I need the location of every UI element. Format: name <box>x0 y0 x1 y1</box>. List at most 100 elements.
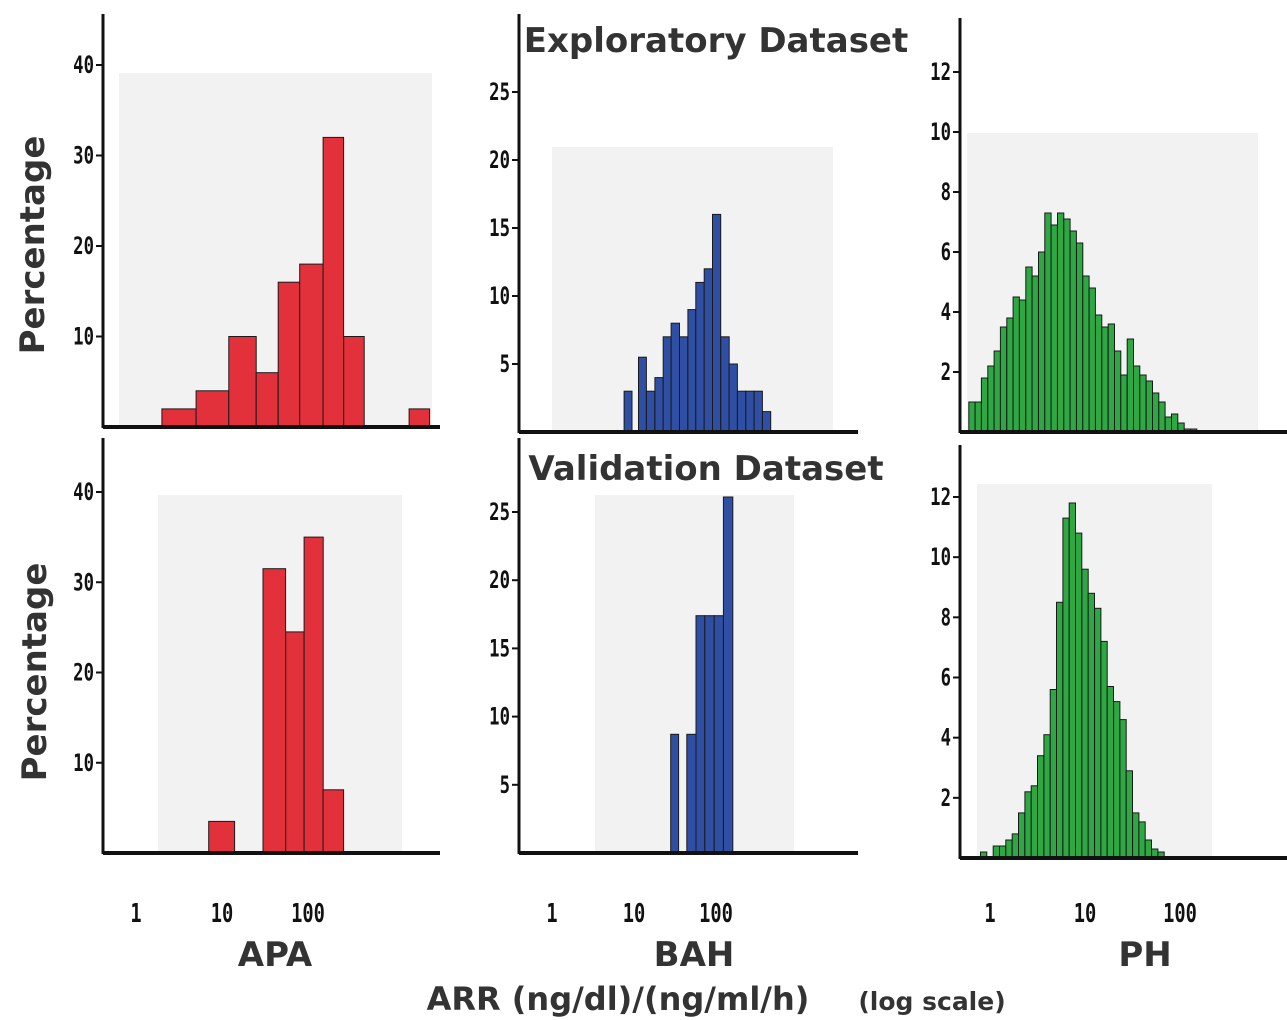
histogram-bar <box>299 263 324 428</box>
y-axis-label-bottom: Percentage <box>15 563 55 782</box>
y-tick-label: 30 <box>73 142 94 170</box>
histogram-bar <box>1094 607 1102 859</box>
y-tick-label: 15 <box>489 214 510 242</box>
histogram-bar <box>1056 601 1064 859</box>
histogram-bar <box>761 411 772 433</box>
y-tick-label: 10 <box>930 118 951 146</box>
histogram-bar <box>695 615 706 854</box>
histogram-bar <box>1125 770 1133 859</box>
histogram-bar <box>645 390 656 433</box>
y-tick-label: 20 <box>73 659 94 687</box>
histogram-bar <box>1057 212 1065 433</box>
panel-apa-exploratory: 10 20 30 40 <box>73 14 440 429</box>
x-axis-label-main: ARR (ng/dl)/(ng/ml/h) <box>427 980 810 1018</box>
histogram-bar <box>1120 374 1128 433</box>
y-tick-label: 2 <box>941 784 951 812</box>
y-tick-label: 25 <box>489 498 510 526</box>
histogram-bar <box>687 309 697 433</box>
histogram-bar <box>703 268 714 433</box>
histogram-bar <box>343 336 365 428</box>
histogram-bar <box>1126 338 1134 433</box>
histogram-bar <box>262 568 287 854</box>
histogram-bar <box>1031 275 1039 433</box>
histogram-bar <box>1062 517 1070 859</box>
histogram-bar <box>722 496 734 854</box>
histogram-bar <box>1101 326 1109 433</box>
y-tick-label: 6 <box>941 238 951 266</box>
x-axis-label-note: (log scale) <box>858 987 1005 1016</box>
histogram-bar <box>161 408 197 428</box>
histogram-bar <box>1164 416 1172 433</box>
y-tick-label: 12 <box>930 58 951 86</box>
histogram-bar <box>1119 719 1127 859</box>
histogram-bar <box>670 322 680 433</box>
histogram-bar <box>1069 230 1077 433</box>
histogram-bar <box>1012 296 1020 433</box>
x-tick-label: 10 <box>1074 899 1097 929</box>
histogram-bar <box>993 350 1001 433</box>
x-tick-label: 1 <box>546 899 557 929</box>
histogram-bar <box>1113 701 1121 859</box>
histogram-bar <box>1152 392 1160 433</box>
histogram-bar <box>255 372 279 428</box>
x-tick-label: 1 <box>130 899 141 929</box>
histogram-bar <box>686 733 697 854</box>
histogram-bar <box>285 631 305 854</box>
histogram-bar <box>1018 299 1027 433</box>
histogram-bar <box>999 326 1008 433</box>
group-label-bah: BAH <box>654 935 735 975</box>
histogram-bar <box>662 336 672 433</box>
y-tick-label: 4 <box>941 724 951 752</box>
histogram-bar <box>195 390 230 428</box>
histogram-bar <box>1082 275 1090 433</box>
x-tick-label: 100 <box>1163 899 1197 929</box>
row-title-exploratory: Exploratory Dataset <box>524 21 909 61</box>
y-tick-label: 25 <box>489 78 510 106</box>
histogram-bar <box>1006 317 1014 433</box>
histogram-bar <box>1030 785 1038 859</box>
y-axis-label-top: Percentage <box>13 136 53 355</box>
x-tick-label: 10 <box>211 899 234 929</box>
y-tick-label: 40 <box>73 51 94 79</box>
y-tick-label: 10 <box>73 323 94 351</box>
histogram-bar <box>980 377 989 433</box>
histogram-bar <box>638 356 647 433</box>
group-label-apa: APA <box>238 935 313 975</box>
histogram-bar <box>1107 323 1115 433</box>
y-tick-label: 10 <box>489 703 510 731</box>
histogram-bar <box>679 336 689 433</box>
panel-ph-validation: 2 4 6 8 10 12 1 10 100 <box>930 445 1287 929</box>
histogram-bar <box>1011 833 1020 859</box>
histogram-bar <box>670 733 680 854</box>
y-tick-label: 8 <box>941 178 951 206</box>
y-tick-label: 15 <box>489 635 510 663</box>
histogram-bar <box>208 820 236 854</box>
y-tick-label: 6 <box>941 664 951 692</box>
histogram-bar <box>623 390 633 433</box>
panel-bah-validation: 5 10 15 20 25 1 10 100 <box>489 438 858 929</box>
y-tick-label: 8 <box>941 604 951 632</box>
histogram-bar <box>1158 401 1166 433</box>
histogram-bar <box>1076 242 1084 433</box>
y-tick-label: 4 <box>941 298 951 326</box>
histogram-bar <box>1018 812 1026 859</box>
histogram-bar <box>1114 350 1122 433</box>
y-tick-label: 40 <box>73 478 94 506</box>
x-tick-label: 100 <box>291 899 325 929</box>
histogram-bar <box>1005 839 1013 859</box>
histogram-bar <box>322 789 345 854</box>
histogram-bar <box>745 390 755 433</box>
histogram-bar <box>1063 218 1071 433</box>
histogram-bar <box>1024 791 1032 859</box>
histogram-bar <box>322 136 345 428</box>
y-tick-label: 5 <box>500 771 510 799</box>
y-tick-label: 30 <box>73 568 94 596</box>
histogram-bar <box>1025 266 1033 433</box>
histogram-bar <box>1068 502 1076 859</box>
histogram-bar <box>728 363 738 433</box>
histogram-bar <box>695 281 705 433</box>
y-tick-label: 20 <box>73 232 94 260</box>
histogram-bar <box>1133 365 1141 433</box>
panel-ph-exploratory: 2 4 6 8 10 12 <box>930 18 1287 434</box>
histogram-bar <box>736 390 747 433</box>
